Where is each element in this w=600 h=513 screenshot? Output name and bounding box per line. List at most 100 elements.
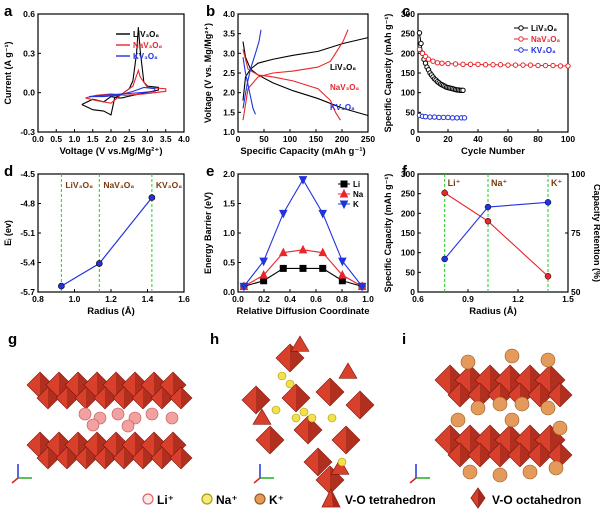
plot-frame: [237, 173, 369, 293]
y-tick-label: 1.0: [223, 127, 235, 137]
plot-frame: [237, 13, 369, 133]
compound-label: LiV₃O₈: [65, 180, 93, 190]
vo-octahedron-shade: [143, 447, 154, 469]
y-axis-label: Voltage (V vs. Mg/Mg²⁺): [203, 23, 213, 123]
axis-arrow-x: [409, 477, 417, 484]
data-point: [460, 61, 466, 68]
vo-octahedron-shade: [48, 387, 59, 409]
x-tick-label: 80: [533, 134, 543, 144]
y-tick-label: 100: [401, 88, 415, 98]
ion-sphere: [128, 411, 142, 425]
x-tick-label: 0.6: [412, 294, 424, 304]
x-tick-label: 0.8: [32, 294, 44, 304]
x-tick-label: 250: [361, 134, 375, 144]
vo-octahedron-shade: [124, 387, 135, 409]
legend-label: LiV₃O₈: [531, 24, 557, 33]
data-point: [436, 114, 442, 121]
panel-letter-h: h: [210, 331, 219, 348]
vo-octahedron-shade: [480, 443, 492, 467]
tetrahedron-legend-label: V-O tetrahedron: [345, 493, 436, 507]
y-tick-label: 1.5: [223, 107, 235, 117]
legend-marker: [518, 25, 524, 31]
panel-letter-d: d: [4, 163, 13, 180]
y2-axis-label: Capacity Retention (%): [592, 184, 600, 282]
legend-marker: [339, 200, 349, 210]
data-point: [318, 209, 328, 219]
x-tick-label: 1.4: [142, 294, 154, 304]
vo-octahedron-shade: [540, 383, 552, 407]
data-point: [422, 113, 429, 120]
legend-label: LiV₃O₈: [330, 63, 356, 72]
legend-marker: [339, 188, 349, 198]
ion-sphere: [462, 464, 478, 480]
data-point: [482, 62, 489, 68]
ion-sphere: [285, 379, 295, 389]
data-point: [544, 273, 552, 280]
legend-label: K: [353, 200, 359, 209]
x-tick-label: 1.5: [562, 294, 574, 304]
x-tick-label: 150: [309, 134, 323, 144]
y-tick-label: 0.0: [23, 88, 35, 98]
vo-octahedron-shade: [550, 365, 565, 395]
data-point: [449, 115, 456, 121]
y-tick-label: 50: [406, 107, 416, 117]
ion-sphere: [277, 371, 287, 381]
x-tick-label: 20: [443, 134, 453, 144]
data-point: [441, 189, 448, 197]
vo-octahedron-shade: [346, 426, 360, 454]
series-na: [242, 49, 341, 121]
data-point: [445, 114, 451, 121]
data-point: [565, 63, 571, 69]
vo-octahedron-shade: [308, 416, 322, 444]
vo-octahedron-shade: [67, 387, 78, 409]
structure-legend: Li⁺ Na⁺ K⁺ V-O tetrahedron V-O octahedro…: [142, 487, 581, 509]
data-point: [259, 270, 268, 279]
y-tick-label: 0.5: [223, 258, 235, 268]
ion-sphere: [492, 467, 508, 483]
na-ion-legend-label: Na⁺: [216, 493, 238, 507]
y-tick-label: 2.5: [223, 68, 235, 78]
x-tick-label: 0.0: [32, 134, 44, 144]
vo-octahedron-shade: [550, 425, 565, 455]
y2-tick-label: 100: [571, 169, 585, 179]
k-ion-legend-label: K⁺: [269, 493, 284, 507]
ion-sphere: [111, 407, 125, 421]
structure-g-livo: [11, 371, 193, 484]
tetrahedron-legend-icon: [321, 488, 341, 508]
y-tick-label: 0: [410, 287, 415, 297]
x-tick-label: 0: [416, 134, 421, 144]
vo-octahedron-shade: [560, 383, 572, 407]
data-point: [484, 203, 492, 211]
legend-label: NaV₃O₈: [133, 41, 162, 50]
vo-octahedron-shade: [48, 447, 59, 469]
data-point: [338, 277, 346, 285]
na-ion-legend-marker: [201, 493, 213, 505]
x-tick-label: 0.0: [232, 294, 244, 304]
legend-marker: [518, 47, 524, 53]
vo-octahedron-shade: [500, 443, 512, 467]
vo-octahedron-shade: [520, 443, 532, 467]
vo-octahedron-shade: [460, 443, 472, 467]
y-tick-label: 300: [401, 169, 415, 179]
data-point: [318, 247, 328, 257]
vo-octahedron-shade: [460, 383, 472, 407]
data-point: [452, 61, 459, 67]
y-tick-label: 0.6: [23, 9, 35, 19]
data-point: [542, 62, 549, 69]
vo-octahedron-shade: [560, 443, 572, 467]
x-tick-label: 3.0: [142, 134, 154, 144]
panel-letter-i: i: [402, 331, 406, 348]
vo-tetrahedron: [252, 408, 272, 425]
vo-octahedron-shade: [256, 386, 270, 414]
data-point: [520, 62, 526, 68]
x-tick-label: 1.0: [69, 294, 81, 304]
vo-octahedron-shade: [296, 384, 310, 412]
data-point: [497, 62, 504, 68]
panel-letter-f: f: [402, 163, 408, 180]
data-point: [441, 255, 448, 263]
series-na: [242, 29, 349, 121]
panel-letter-c: c: [402, 3, 410, 20]
x-axis-label: Radius (Å): [469, 306, 517, 317]
vo-octahedron-shade: [318, 448, 332, 476]
